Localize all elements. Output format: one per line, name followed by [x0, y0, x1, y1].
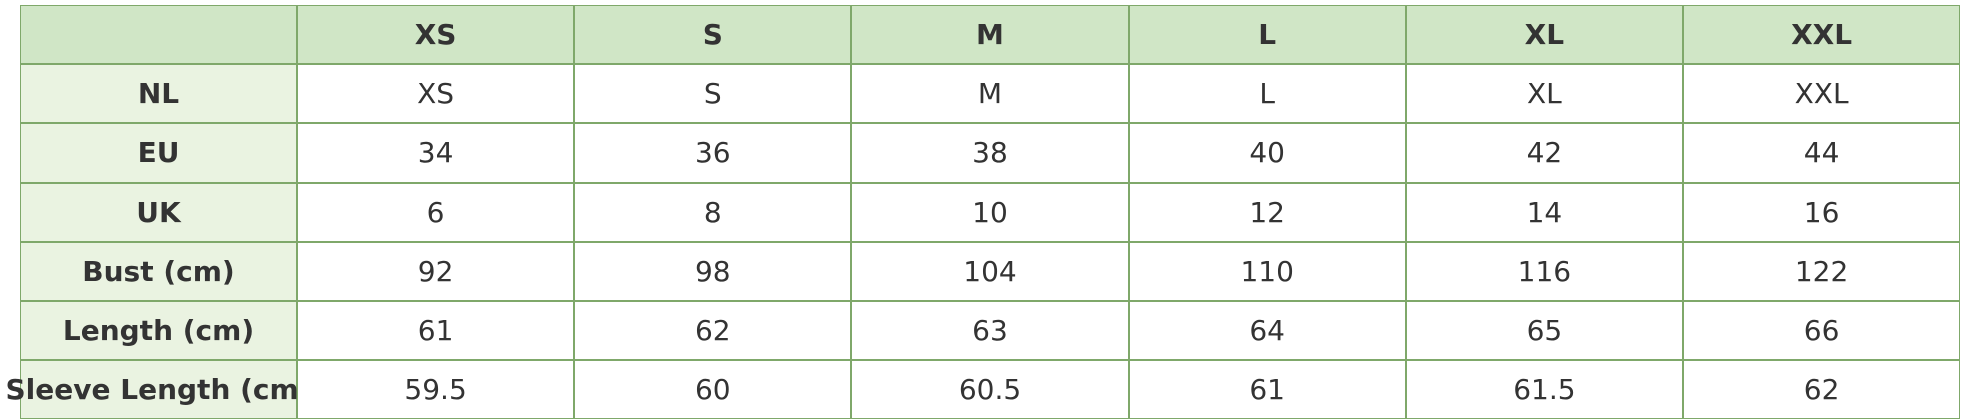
column-header: L	[1128, 5, 1406, 65]
row-label: Bust (cm)	[20, 241, 297, 301]
table-cell: 61	[1128, 360, 1406, 420]
table-cell: 14	[1405, 182, 1683, 242]
table-cell: 66	[1683, 301, 1961, 361]
table-cell: 42	[1405, 123, 1683, 183]
table-cell: 8	[574, 182, 852, 242]
table-cell: 92	[297, 241, 575, 301]
table-cell: 16	[1683, 182, 1961, 242]
table-cell: 64	[1128, 301, 1406, 361]
table-cell: 63	[851, 301, 1129, 361]
table-cell: 65	[1405, 301, 1683, 361]
table-cell: 44	[1683, 123, 1961, 183]
table-cell: XL	[1405, 64, 1683, 124]
row-label: Length (cm)	[20, 301, 297, 361]
row-label: UK	[20, 182, 297, 242]
table-cell: 12	[1128, 182, 1406, 242]
table-cell: 61.5	[1405, 360, 1683, 420]
corner-cell	[20, 5, 297, 65]
row-label: Sleeve Length (cm)	[6, 360, 312, 420]
table-cell: 6	[297, 182, 575, 242]
table-cell: 122	[1683, 241, 1961, 301]
table-cell: 59.5	[297, 360, 575, 420]
column-header: S	[574, 5, 852, 65]
table-cell: M	[851, 64, 1129, 124]
table-cell: 38	[851, 123, 1129, 183]
table-cell: 60	[574, 360, 852, 420]
table-cell: 110	[1128, 241, 1406, 301]
table-cell: L	[1128, 64, 1406, 124]
table-cell: XS	[297, 64, 575, 124]
table-cell: 10	[851, 182, 1129, 242]
table-cell: 116	[1405, 241, 1683, 301]
table-cell: 61	[297, 301, 575, 361]
column-header: XL	[1405, 5, 1683, 65]
table-cell: XXL	[1683, 64, 1961, 124]
column-header: XS	[297, 5, 575, 65]
table-cell: 34	[297, 123, 575, 183]
table-cell: 36	[574, 123, 852, 183]
column-header: M	[851, 5, 1129, 65]
table-cell: S	[574, 64, 852, 124]
table-cell: 62	[574, 301, 852, 361]
table-cell: 62	[1683, 360, 1961, 420]
table-cell: 40	[1128, 123, 1406, 183]
column-header: XXL	[1683, 5, 1961, 65]
table-cell: 104	[851, 241, 1129, 301]
table-cell: 60.5	[851, 360, 1129, 420]
table-cell: 98	[574, 241, 852, 301]
row-label: EU	[20, 123, 297, 183]
row-label: NL	[20, 64, 297, 124]
